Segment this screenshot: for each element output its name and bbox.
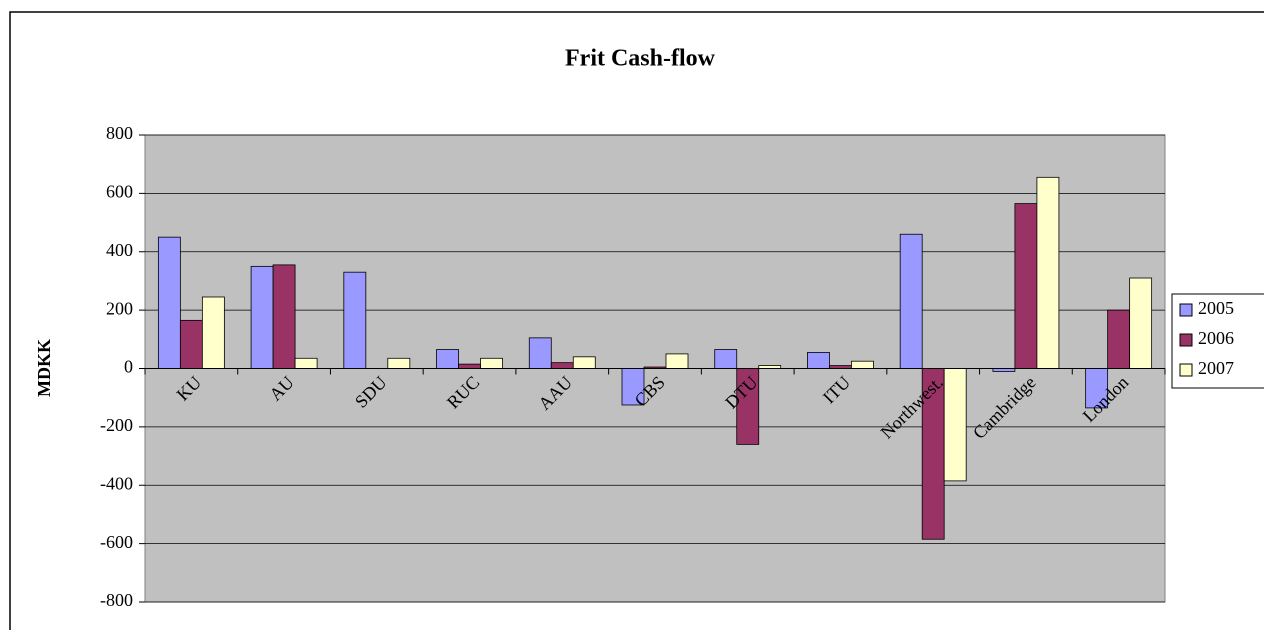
- y-tick-label: -600: [100, 532, 133, 552]
- y-tick-label: -400: [100, 473, 133, 493]
- y-tick-label: -200: [100, 415, 133, 435]
- bar: [899, 233, 923, 369]
- bar: [343, 271, 367, 369]
- bar: [943, 368, 967, 482]
- legend-label: 2007: [1198, 358, 1234, 378]
- bar: [179, 319, 203, 369]
- bar: [157, 236, 181, 369]
- legend-swatch: [1179, 333, 1193, 347]
- bar: [714, 349, 738, 369]
- legend-label: 2006: [1198, 328, 1234, 348]
- bar: [1129, 277, 1153, 369]
- bar: [1107, 309, 1131, 369]
- bar: [665, 353, 689, 369]
- bar: [458, 363, 481, 369]
- y-tick-label: 200: [106, 298, 133, 318]
- y-axis-label: MDKK: [34, 339, 54, 397]
- bar: [272, 264, 296, 369]
- bar: [1036, 176, 1060, 369]
- y-tick-label: 400: [106, 240, 133, 260]
- y-tick-label: 800: [106, 123, 133, 143]
- bar: [1014, 203, 1038, 369]
- bar: [436, 349, 459, 369]
- legend-swatch: [1179, 303, 1193, 317]
- legend-label: 2005: [1198, 298, 1234, 318]
- bar: [851, 360, 874, 369]
- bar: [387, 357, 411, 369]
- bar: [550, 362, 574, 369]
- y-tick-label: 600: [106, 182, 133, 202]
- bar: [294, 357, 318, 369]
- bar: [807, 352, 830, 369]
- bar: [572, 356, 596, 369]
- bar: [201, 296, 225, 369]
- bar: [480, 357, 503, 369]
- chart-title: Frit Cash-flow: [565, 46, 716, 72]
- bar: [250, 265, 274, 369]
- legend-swatch: [1179, 363, 1193, 377]
- bar: [528, 337, 552, 369]
- y-tick-label: -800: [100, 590, 133, 610]
- y-tick-label: 0: [124, 357, 133, 377]
